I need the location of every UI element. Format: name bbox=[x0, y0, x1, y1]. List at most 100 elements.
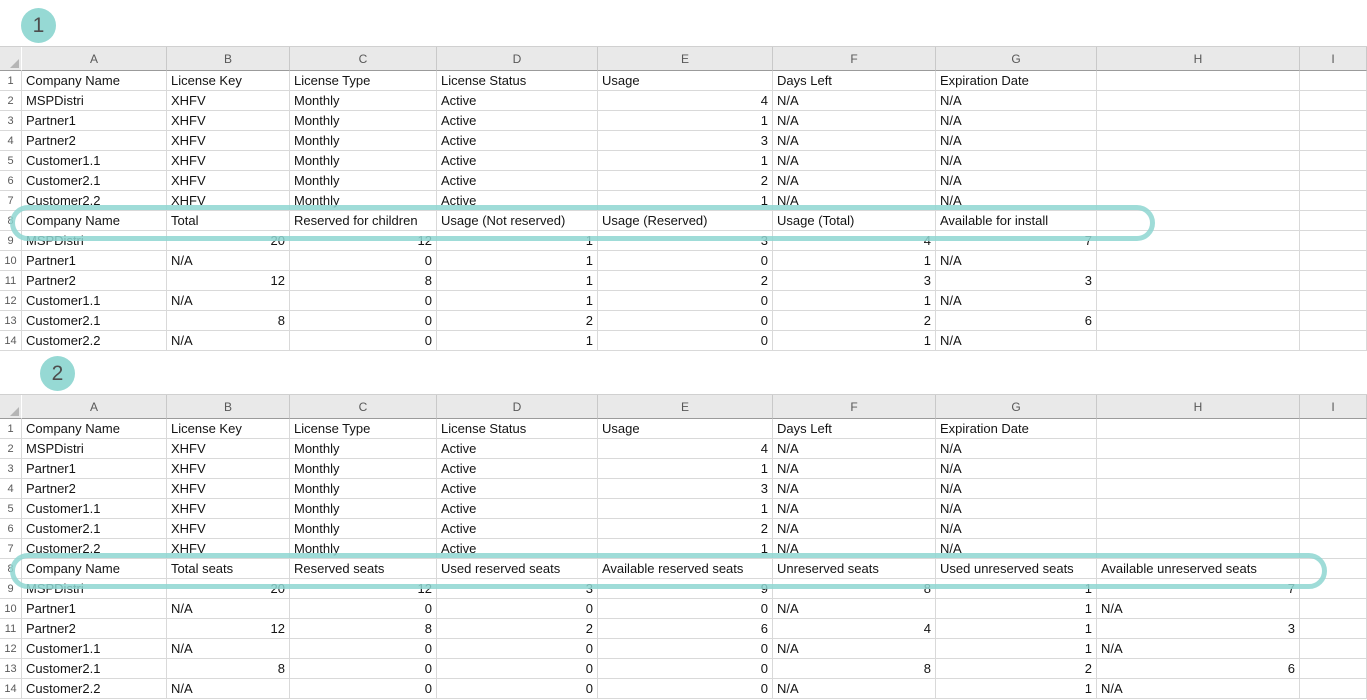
cell-E2[interactable]: 4 bbox=[598, 91, 773, 111]
cell-H8[interactable] bbox=[1097, 211, 1300, 231]
cell-A2[interactable]: MSPDistri bbox=[22, 91, 167, 111]
cell-D4[interactable]: Active bbox=[437, 131, 598, 151]
cell-G2[interactable]: N/A bbox=[936, 91, 1097, 111]
column-header-G[interactable]: G bbox=[936, 395, 1097, 419]
cell-C11[interactable]: 8 bbox=[290, 271, 437, 291]
cell-B7[interactable]: XHFV bbox=[167, 539, 290, 559]
cell-E4[interactable]: 3 bbox=[598, 131, 773, 151]
cell-B11[interactable]: 12 bbox=[167, 619, 290, 639]
column-header-D[interactable]: D bbox=[437, 395, 598, 419]
cell-D12[interactable]: 1 bbox=[437, 291, 598, 311]
cell-H1[interactable] bbox=[1097, 419, 1300, 439]
cell-F4[interactable]: N/A bbox=[773, 479, 936, 499]
cell-A7[interactable]: Customer2.2 bbox=[22, 191, 167, 211]
cell-G3[interactable]: N/A bbox=[936, 111, 1097, 131]
cell-D6[interactable]: Active bbox=[437, 171, 598, 191]
cell-D7[interactable]: Active bbox=[437, 539, 598, 559]
cell-G3[interactable]: N/A bbox=[936, 459, 1097, 479]
cell-G14[interactable]: N/A bbox=[936, 331, 1097, 351]
cell-C3[interactable]: Monthly bbox=[290, 459, 437, 479]
cell-C4[interactable]: Monthly bbox=[290, 479, 437, 499]
cell-B3[interactable]: XHFV bbox=[167, 111, 290, 131]
cell-A4[interactable]: Partner2 bbox=[22, 479, 167, 499]
cell-F1[interactable]: Days Left bbox=[773, 71, 936, 91]
cell-G5[interactable]: N/A bbox=[936, 499, 1097, 519]
cell-G4[interactable]: N/A bbox=[936, 131, 1097, 151]
cell-B13[interactable]: 8 bbox=[167, 659, 290, 679]
cell-H1[interactable] bbox=[1097, 71, 1300, 91]
row-number-13[interactable]: 13 bbox=[0, 659, 22, 679]
column-header-E[interactable]: E bbox=[598, 395, 773, 419]
cell-D14[interactable]: 1 bbox=[437, 331, 598, 351]
cell-H4[interactable] bbox=[1097, 131, 1300, 151]
cell-G8[interactable]: Used unreserved seats bbox=[936, 559, 1097, 579]
cell-D13[interactable]: 0 bbox=[437, 659, 598, 679]
row-number-2[interactable]: 2 bbox=[0, 91, 22, 111]
column-header-B[interactable]: B bbox=[167, 395, 290, 419]
cell-F6[interactable]: N/A bbox=[773, 519, 936, 539]
cell-H7[interactable] bbox=[1097, 539, 1300, 559]
cell-B4[interactable]: XHFV bbox=[167, 131, 290, 151]
cell-A7[interactable]: Customer2.2 bbox=[22, 539, 167, 559]
cell-I14[interactable] bbox=[1300, 331, 1367, 351]
cell-F10[interactable]: N/A bbox=[773, 599, 936, 619]
cell-A8[interactable]: Company Name bbox=[22, 211, 167, 231]
cell-I3[interactable] bbox=[1300, 111, 1367, 131]
cell-I2[interactable] bbox=[1300, 91, 1367, 111]
row-number-1[interactable]: 1 bbox=[0, 71, 22, 91]
cell-A11[interactable]: Partner2 bbox=[22, 619, 167, 639]
row-number-5[interactable]: 5 bbox=[0, 151, 22, 171]
cell-A6[interactable]: Customer2.1 bbox=[22, 171, 167, 191]
cell-H9[interactable]: 7 bbox=[1097, 579, 1300, 599]
cell-C4[interactable]: Monthly bbox=[290, 131, 437, 151]
row-number-13[interactable]: 13 bbox=[0, 311, 22, 331]
cell-I8[interactable] bbox=[1300, 559, 1367, 579]
cell-I12[interactable] bbox=[1300, 291, 1367, 311]
cell-B1[interactable]: License Key bbox=[167, 71, 290, 91]
cell-B5[interactable]: XHFV bbox=[167, 151, 290, 171]
cell-E5[interactable]: 1 bbox=[598, 499, 773, 519]
cell-F13[interactable]: 8 bbox=[773, 659, 936, 679]
cell-G6[interactable]: N/A bbox=[936, 171, 1097, 191]
cell-H11[interactable] bbox=[1097, 271, 1300, 291]
cell-D14[interactable]: 0 bbox=[437, 679, 598, 699]
cell-F8[interactable]: Unreserved seats bbox=[773, 559, 936, 579]
cell-B2[interactable]: XHFV bbox=[167, 91, 290, 111]
cell-G6[interactable]: N/A bbox=[936, 519, 1097, 539]
cell-H2[interactable] bbox=[1097, 439, 1300, 459]
cell-H14[interactable] bbox=[1097, 331, 1300, 351]
cell-F11[interactable]: 4 bbox=[773, 619, 936, 639]
cell-I13[interactable] bbox=[1300, 311, 1367, 331]
cell-F3[interactable]: N/A bbox=[773, 111, 936, 131]
cell-F9[interactable]: 8 bbox=[773, 579, 936, 599]
cell-D5[interactable]: Active bbox=[437, 499, 598, 519]
cell-G1[interactable]: Expiration Date bbox=[936, 71, 1097, 91]
cell-E1[interactable]: Usage bbox=[598, 71, 773, 91]
cell-G9[interactable]: 7 bbox=[936, 231, 1097, 251]
cell-E10[interactable]: 0 bbox=[598, 251, 773, 271]
cell-B8[interactable]: Total seats bbox=[167, 559, 290, 579]
cell-A5[interactable]: Customer1.1 bbox=[22, 499, 167, 519]
cell-D8[interactable]: Used reserved seats bbox=[437, 559, 598, 579]
cell-F4[interactable]: N/A bbox=[773, 131, 936, 151]
cell-E13[interactable]: 0 bbox=[598, 311, 773, 331]
cell-B6[interactable]: XHFV bbox=[167, 171, 290, 191]
column-header-H[interactable]: H bbox=[1097, 395, 1300, 419]
cell-H3[interactable] bbox=[1097, 459, 1300, 479]
row-number-3[interactable]: 3 bbox=[0, 459, 22, 479]
cell-E3[interactable]: 1 bbox=[598, 459, 773, 479]
cell-B5[interactable]: XHFV bbox=[167, 499, 290, 519]
cell-C1[interactable]: License Type bbox=[290, 71, 437, 91]
cell-B10[interactable]: N/A bbox=[167, 251, 290, 271]
cell-B9[interactable]: 20 bbox=[167, 579, 290, 599]
cell-I13[interactable] bbox=[1300, 659, 1367, 679]
cell-C11[interactable]: 8 bbox=[290, 619, 437, 639]
cell-G2[interactable]: N/A bbox=[936, 439, 1097, 459]
cell-D5[interactable]: Active bbox=[437, 151, 598, 171]
cell-H2[interactable] bbox=[1097, 91, 1300, 111]
cell-H5[interactable] bbox=[1097, 151, 1300, 171]
cell-A2[interactable]: MSPDistri bbox=[22, 439, 167, 459]
cell-H9[interactable] bbox=[1097, 231, 1300, 251]
cell-F5[interactable]: N/A bbox=[773, 151, 936, 171]
cell-B12[interactable]: N/A bbox=[167, 291, 290, 311]
